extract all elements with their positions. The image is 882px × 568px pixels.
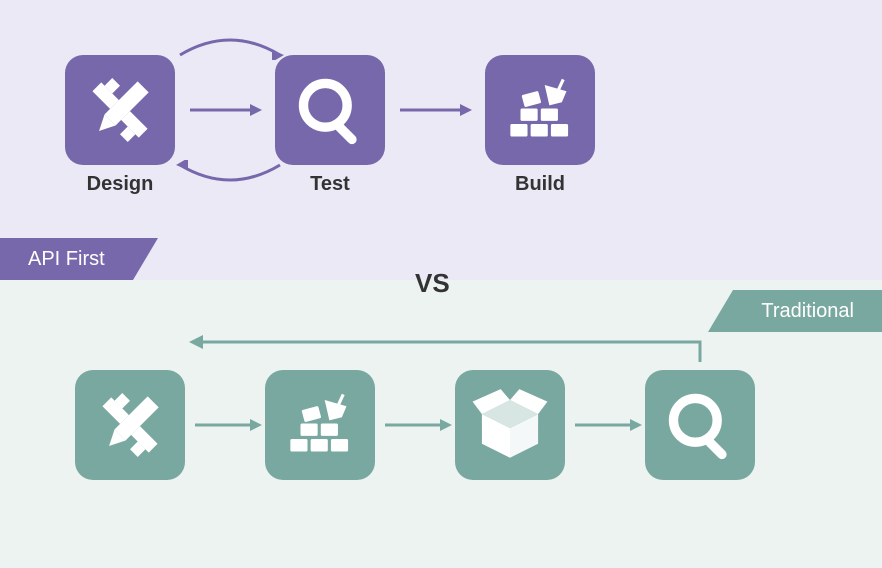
tile-deploy xyxy=(455,370,565,480)
arrow-straight xyxy=(195,415,262,435)
tile-label-build: Build xyxy=(485,173,595,196)
design-icon xyxy=(91,386,169,464)
tile-build2 xyxy=(265,370,375,480)
arrow-straight xyxy=(400,100,472,120)
tile-label-test: Test xyxy=(275,173,385,196)
tile-build xyxy=(485,55,595,165)
arrow-feedback xyxy=(185,332,710,368)
badge-api-first: API First xyxy=(0,238,133,280)
badge-traditional-label: Traditional xyxy=(761,300,854,323)
badge-traditional: Traditional xyxy=(733,290,882,332)
design-icon xyxy=(81,71,159,149)
magnifier-icon xyxy=(291,71,369,149)
arrow-curve xyxy=(170,30,290,60)
box-icon xyxy=(471,386,549,464)
arrow-straight xyxy=(190,100,262,120)
bricks-icon xyxy=(501,71,579,149)
badge-api-first-label: API First xyxy=(28,248,105,271)
tile-test xyxy=(275,55,385,165)
arrow-straight xyxy=(575,415,642,435)
tile-design xyxy=(65,55,175,165)
magnifier-icon xyxy=(661,386,739,464)
arrow-curve xyxy=(170,160,290,190)
vs-label: VS xyxy=(415,268,450,299)
tile-test2 xyxy=(645,370,755,480)
arrow-straight xyxy=(385,415,452,435)
bricks-icon xyxy=(281,386,359,464)
tile-design2 xyxy=(75,370,185,480)
tile-label-design: Design xyxy=(65,173,175,196)
diagram-canvas: API First Traditional VS xyxy=(0,0,882,568)
